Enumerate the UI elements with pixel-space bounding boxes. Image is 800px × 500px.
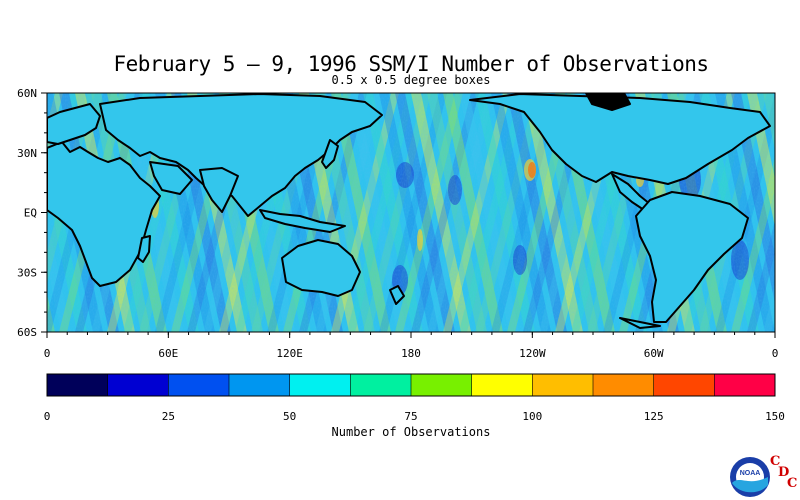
- lat-label: EQ: [24, 207, 37, 220]
- colorbar-segment: [107, 374, 169, 396]
- colorbar-tick-label: 25: [162, 410, 175, 423]
- colorbar-segment: [593, 374, 655, 396]
- colorbar-tick-label: 0: [44, 410, 51, 423]
- lat-label: 30S: [17, 266, 37, 279]
- india-peninsula: [199, 167, 239, 213]
- australia-landmass: [281, 239, 361, 297]
- noaa-logo-text: NOAA: [740, 470, 761, 477]
- latitude-labels: 60N 30N EQ 30S 60S: [17, 87, 37, 339]
- colorbar-segment: [653, 374, 715, 396]
- colorbar-segment: [229, 374, 291, 396]
- colorbar-tick-label: 150: [765, 410, 785, 423]
- colorbar-segment: [47, 374, 109, 396]
- lat-label: 60S: [17, 326, 37, 339]
- observation-count-field: [47, 93, 775, 332]
- colorbar-title: Number of Observations: [331, 425, 491, 439]
- indonesia-islands: [259, 209, 346, 233]
- lon-label: 0: [772, 347, 779, 360]
- arabian-peninsula: [149, 161, 193, 195]
- colorbar: [46, 373, 776, 397]
- colorbar-segment: [168, 374, 230, 396]
- asia-landmass: [99, 93, 383, 217]
- africa-europe-landmass: [47, 141, 161, 287]
- lon-label: 180: [401, 347, 421, 360]
- madagascar-island: [137, 235, 151, 263]
- colorbar-segment: [532, 374, 594, 396]
- japan-islands: [321, 139, 339, 169]
- longitude-labels: 0 60E 120E 180 120W 60W 0: [44, 347, 779, 360]
- colorbar-segment: [289, 374, 351, 396]
- cdc-letter-1: C: [770, 454, 781, 469]
- antarctic-coast: [619, 317, 661, 329]
- colorbar-tick-label: 125: [644, 410, 664, 423]
- europe-landmass: [47, 103, 101, 145]
- map-axis-ticks: [41, 92, 776, 338]
- lat-label: 30N: [17, 147, 37, 160]
- new-zealand-islands: [389, 285, 405, 305]
- greenland-landmass: [585, 93, 631, 111]
- cdc-letter-3: C: [787, 476, 798, 491]
- lon-label: 120E: [276, 347, 303, 360]
- colorbar-segment: [350, 374, 412, 396]
- colorbar-segment: [411, 374, 473, 396]
- colorbar-tick-label: 100: [522, 410, 542, 423]
- noaa-logo-icon: NOAA: [730, 457, 770, 497]
- south-america-landmass: [635, 191, 749, 323]
- map-title: February 5 – 9, 1996 SSM/I Number of Obs…: [113, 52, 709, 76]
- colorbar-tick-label: 50: [283, 410, 296, 423]
- map-subtitle: 0.5 x 0.5 degree boxes: [331, 73, 491, 87]
- lon-label: 120W: [519, 347, 546, 360]
- north-america-landmass: [469, 93, 771, 185]
- lon-label: 60E: [158, 347, 178, 360]
- lon-label: 0: [44, 347, 51, 360]
- lat-label: 60N: [17, 87, 37, 100]
- cdc-letter-2: D: [778, 465, 790, 480]
- colorbar-segment: [471, 374, 533, 396]
- colorbar-labels: 0 25 50 75 100 125 150: [44, 410, 785, 423]
- colorbar-tick-label: 75: [404, 410, 417, 423]
- lon-label: 60W: [644, 347, 664, 360]
- colorbar-segment: [714, 374, 776, 396]
- land-masses: [47, 93, 771, 329]
